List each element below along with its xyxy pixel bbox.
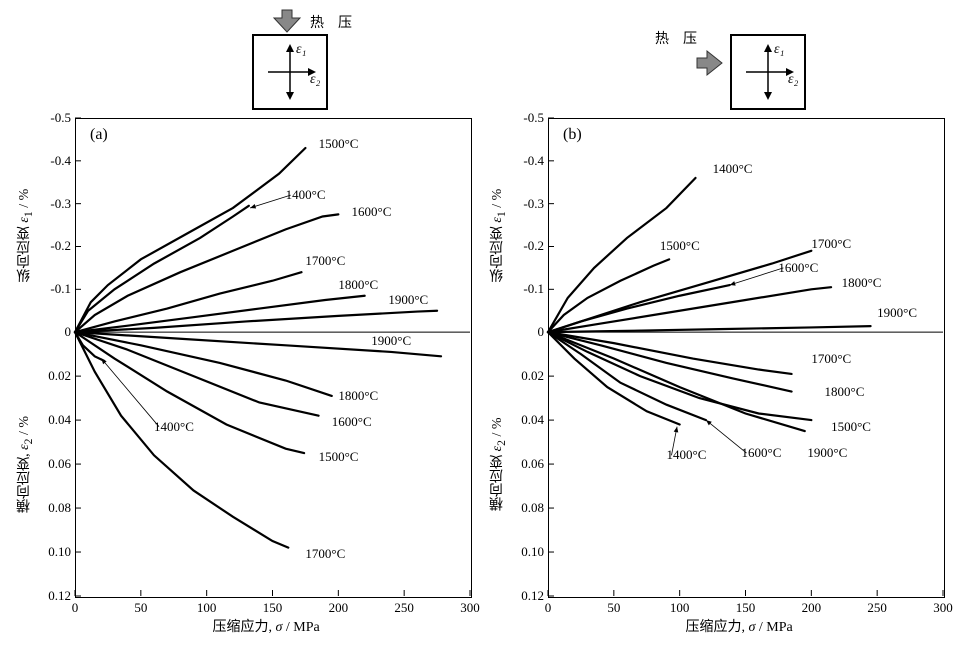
series-label: 1700°C (811, 351, 851, 367)
series-label: 1400°C (713, 161, 753, 177)
series-line (548, 332, 811, 420)
xtick-label: 250 (862, 600, 892, 616)
ytick-bot-label: 0.04 (506, 412, 544, 428)
x-axis-label: 压缩应力, σ / MPa (686, 616, 793, 636)
ytick-bot-label: 0.10 (506, 544, 544, 560)
y-axis-label-top: 纵向应变 ε1 / % (488, 138, 508, 332)
ytick-top-label: -0.3 (510, 196, 544, 212)
series-label: 1800°C (825, 384, 865, 400)
series-label: 1500°C (660, 238, 700, 254)
series-label: 1700°C (811, 236, 851, 252)
ytick-top-label: 0 (510, 324, 544, 340)
series-line (548, 326, 871, 332)
series-label: 1900°C (877, 305, 917, 321)
xtick-label: 50 (599, 600, 629, 616)
xtick-label: 150 (731, 600, 761, 616)
ytick-bot-label: 0.08 (506, 500, 544, 516)
series-label: 1400°C (667, 447, 707, 463)
xtick-label: 100 (665, 600, 695, 616)
panel-label: (b) (563, 126, 582, 144)
ytick-bot-label: 0.12 (506, 588, 544, 604)
series-label: 1900°C (807, 445, 847, 461)
ytick-bot-label: 0.02 (506, 368, 544, 384)
y-axis-label-bot: 横向应变 ε2 / % (488, 342, 508, 586)
series-label: 1600°C (778, 260, 818, 276)
xtick-label: 200 (796, 600, 826, 616)
ytick-bot-label: 0.06 (506, 456, 544, 472)
series-line (548, 332, 805, 431)
chart-svg (10, 10, 956, 646)
xtick-label: 300 (928, 600, 956, 616)
ytick-top-label: -0.1 (510, 281, 544, 297)
ytick-top-label: -0.2 (510, 238, 544, 254)
series-label: 1500°C (831, 419, 871, 435)
ytick-top-label: -0.5 (510, 110, 544, 126)
series-label: 1800°C (842, 275, 882, 291)
series-label: 1600°C (742, 445, 782, 461)
series-line (548, 285, 730, 332)
figure-container: 热 压 ε₁ ε₂ 热 压 ε₁ (10, 10, 946, 634)
ytick-top-label: -0.4 (510, 153, 544, 169)
